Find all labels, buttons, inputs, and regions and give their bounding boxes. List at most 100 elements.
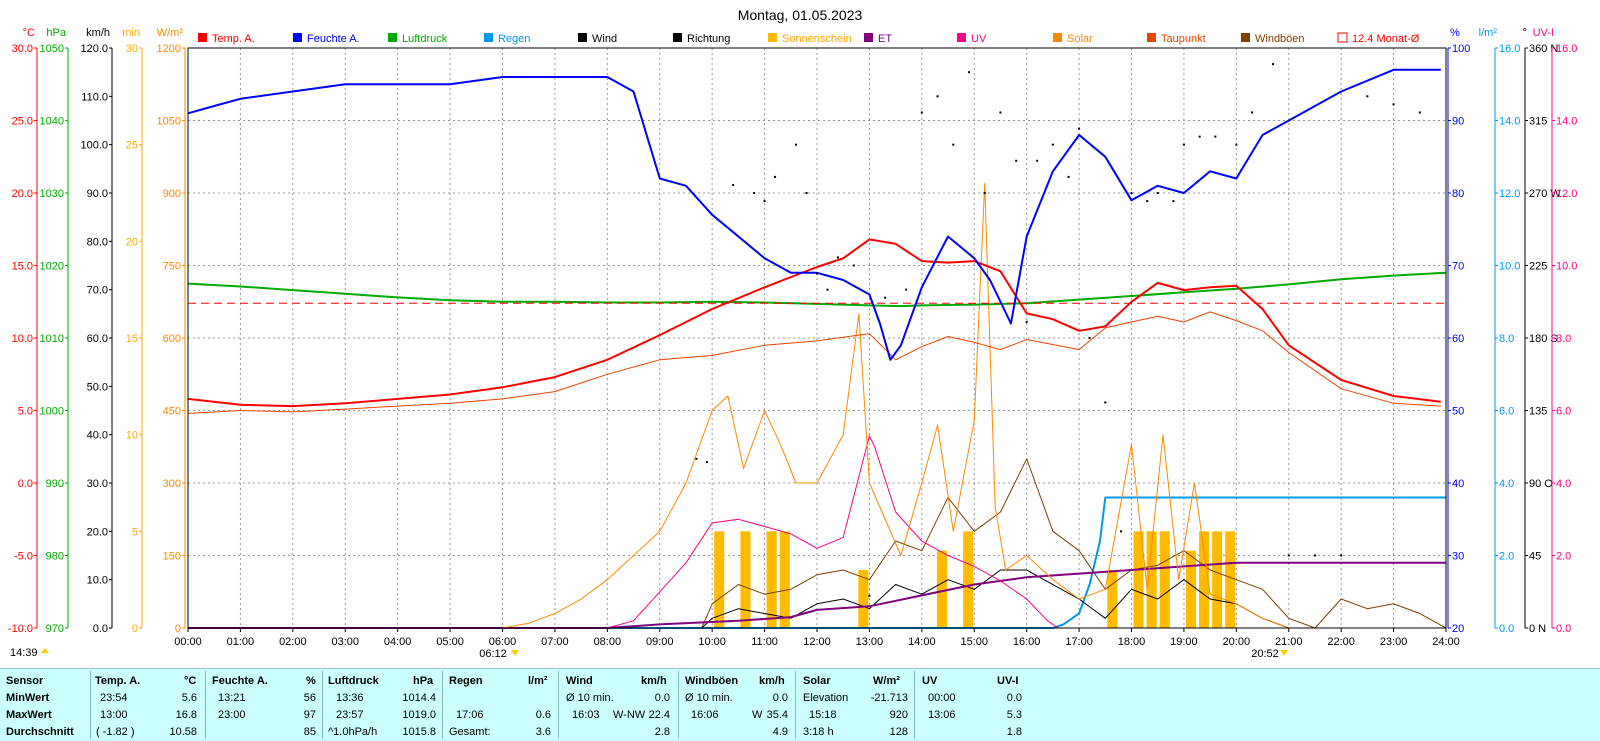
stats-wind-max-direction: W-NW [613, 709, 646, 721]
legend-item: Taupunkt [1147, 33, 1206, 45]
stats-pressure-max-time: 23:57 [336, 709, 364, 721]
legend-swatch [1053, 33, 1062, 42]
axis-tick-label: 900 [163, 188, 181, 200]
stats-wind-unit: km/h [641, 675, 667, 687]
direction-point [868, 594, 871, 597]
axis-tick-label: 1000 [40, 406, 64, 418]
axis-tick-label: 90 O [1529, 478, 1553, 490]
legend-item: Regen [484, 33, 530, 45]
stats-humidity-unit: % [306, 675, 316, 687]
axis-tick-label: -10.0 [8, 623, 33, 635]
direction-point [826, 288, 829, 291]
direction-point [1088, 337, 1091, 339]
legend-swatch [1241, 33, 1250, 42]
time-tick-label: 02:00 [279, 636, 307, 648]
stats-pressure-min-time: 13:36 [336, 692, 364, 704]
axis-tick-label: 990 [46, 478, 64, 490]
stats-pressure-unit: hPa [413, 675, 434, 687]
sunshine-bar [1199, 531, 1210, 628]
axis-tick-label: 1020 [40, 261, 64, 273]
time-tick-label: 09:00 [646, 636, 674, 648]
axis-tick-label: 70 [1452, 261, 1464, 273]
time-tick-label: 14:00 [908, 636, 936, 648]
direction-point [1015, 159, 1018, 162]
sun-icon [41, 648, 49, 653]
stats-wind-max-value: 22.4 [648, 709, 670, 721]
legend-label: 12.4 Monat-Ø [1352, 33, 1420, 45]
axis-unit: °C [23, 27, 35, 39]
direction-point [1156, 192, 1159, 194]
stats-temp-min-value: 5.6 [181, 692, 197, 704]
legend-label: UV [971, 33, 987, 45]
stats-solar-duration: 3:18 h [803, 726, 834, 738]
stats-uv-unit: UV-I [997, 675, 1019, 687]
stats-pressure-trend: ^1.0hPa/h [328, 726, 378, 738]
axis-tick-label: 12.0 [1556, 188, 1577, 200]
stats-uv-max-value: 5.3 [1006, 709, 1022, 721]
axis-tick-label: 0 [175, 623, 181, 635]
axis-tick-label: 6.0 [1499, 406, 1514, 418]
stats-gust-max-direction: W [752, 709, 763, 721]
stats-solar-max-value: 920 [889, 709, 908, 721]
time-tick-label: 18:00 [1118, 636, 1146, 648]
stats-uv-avg-value: 1.8 [1006, 726, 1022, 738]
direction-point [1340, 554, 1343, 557]
time-axis: 00:00 01:00 02:00 03:00 04:00 05:00 06:00 07:00… [174, 628, 1460, 648]
stats-solar-elevation-label: Elevation [803, 692, 849, 704]
sunshine-bar [936, 550, 948, 628]
axis-tick-label: 40.0 [87, 430, 108, 442]
legend-swatch [578, 33, 587, 42]
time-tick-label: 12:00 [803, 636, 831, 648]
legend-label: Richtung [687, 33, 730, 45]
chart-series [187, 63, 1447, 629]
axis-tick-label: 60 [1452, 333, 1464, 345]
temperature-line [187, 238, 1441, 408]
time-tick-label: 13:00 [856, 636, 884, 648]
legend-swatch [957, 33, 966, 42]
axis-tick-label: 0 [132, 623, 138, 635]
direction-point [695, 457, 698, 460]
sunrise-label: 06:12 [479, 648, 507, 660]
axis-tick-label: 0.0 [93, 623, 108, 635]
direction-point [884, 296, 887, 299]
legend-item: UV [957, 33, 987, 45]
stats-row-min-label: MinWert [6, 692, 50, 704]
legend-label: Solar [1067, 33, 1093, 45]
direction-point [1104, 401, 1107, 404]
rain-line [188, 496, 1446, 629]
stats-gust-avg-value: 4.9 [772, 726, 788, 738]
axis-tick-label: 970 [46, 623, 64, 635]
legend: Temp. A. Feuchte A. Luftdruck Regen Wind Rich… [198, 32, 1420, 45]
axis-tick-label: 1200 [157, 43, 181, 55]
legend-swatch [864, 33, 873, 42]
stats-gust-unit: km/h [759, 675, 785, 687]
direction-point [1130, 192, 1133, 194]
direction-point [1235, 143, 1238, 146]
legend-swatch [1147, 33, 1156, 42]
axis-tick-label: 50 [1452, 406, 1464, 418]
direction-point [1418, 111, 1421, 114]
stats-uv-min-time: 00:00 [928, 692, 956, 704]
right-axes: %1009080706050403020l/m²16.014.012.010.0… [1447, 27, 1577, 635]
legend-item: ET [864, 33, 892, 45]
stats-gust-avg10-label: Ø 10 min. [685, 692, 733, 704]
solar-line [188, 182, 1446, 629]
left-axes: °C 30.0 25.0 20.0 15.0 10.0 5.0 0.0 -5.0 -10.0 hPa… [8, 27, 186, 635]
direction-point [705, 461, 708, 464]
sunshine-bar [740, 531, 751, 628]
stats-gust-max-time: 16:06 [691, 709, 719, 721]
time-tick-label: 15:00 [960, 636, 988, 648]
chart-title: Montag, 01.05.2023 [738, 7, 863, 23]
legend-swatch [198, 33, 207, 42]
time-tick-label: 04:00 [384, 636, 412, 648]
stats-pressure-max-value: 1019.0 [402, 709, 436, 721]
axis-tick-label: 110.0 [81, 91, 108, 103]
weather-chart: Montag, 01.05.2023 Temp. A. Feuchte A. Luf… [8, 7, 1578, 660]
axis-tick-label: 30 [126, 43, 138, 55]
legend-swatch [484, 33, 493, 42]
sunset-label: 20:52 [1251, 648, 1279, 660]
legend-label: Regen [498, 33, 530, 45]
stats-rain-unit: l/m² [528, 675, 548, 687]
direction-point [1172, 200, 1175, 203]
axis-tick-label: 12.0 [1499, 188, 1520, 200]
